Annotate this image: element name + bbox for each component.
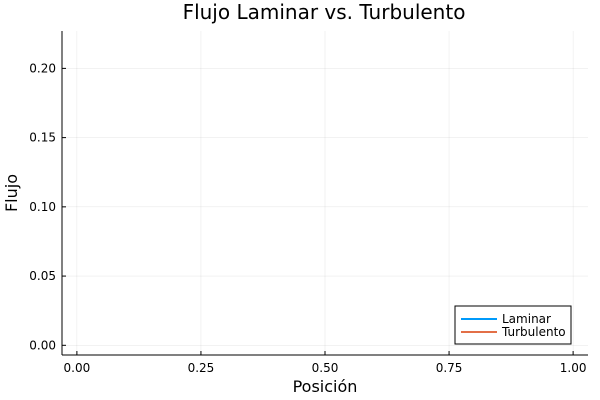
y-tick-label: 0.05 xyxy=(29,269,56,283)
y-ticks: 0.00 0.05 0.10 0.15 0.20 xyxy=(29,61,66,352)
x-tick-label: 0.00 xyxy=(64,361,91,375)
y-tick-label: 0.15 xyxy=(29,131,56,145)
x-tick-label: 0.50 xyxy=(312,361,339,375)
chart-title: Flujo Laminar vs. Turbulento xyxy=(183,0,466,24)
x-tick-label: 0.75 xyxy=(436,361,463,375)
legend-label-laminar: Laminar xyxy=(502,312,551,326)
x-ticks: 0.00 0.25 0.50 0.75 1.00 xyxy=(64,351,587,375)
x-tick-label: 0.25 xyxy=(188,361,215,375)
legend: Laminar Turbulento xyxy=(454,305,572,345)
legend-item-laminar: Laminar xyxy=(461,312,551,326)
y-tick-label: 0.00 xyxy=(29,338,56,352)
x-tick-label: 1.00 xyxy=(560,361,587,375)
y-tick-label: 0.10 xyxy=(29,200,56,214)
y-tick-label: 0.20 xyxy=(29,61,56,75)
legend-box xyxy=(454,305,572,345)
grid xyxy=(62,31,588,355)
y-axis-label: Flujo xyxy=(2,174,21,212)
plot-area xyxy=(61,31,588,356)
legend-item-turbulento: Turbulento xyxy=(461,325,566,339)
x-axis-label: Posición xyxy=(293,377,358,396)
plot-background xyxy=(62,31,588,355)
legend-label-turbulento: Turbulento xyxy=(501,325,566,339)
